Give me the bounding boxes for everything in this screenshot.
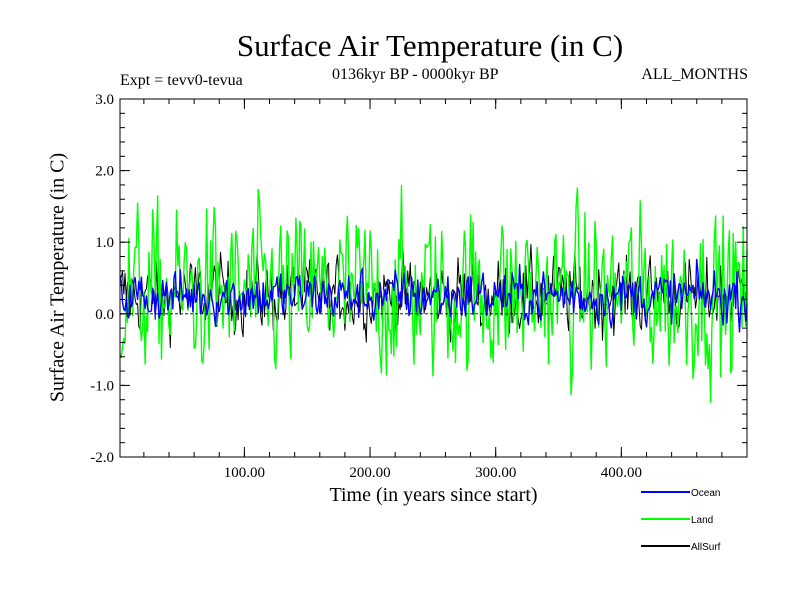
legend-label-land: Land [691, 515, 713, 526]
x-tick-label: 100.00 [224, 465, 265, 481]
y-tick-label: 0.0 [95, 307, 114, 323]
axes-layer: -2.0 -1.0 0.0 1.0 2.0 3.0 100.00 200.00 300.00 40… [90, 92, 748, 481]
x-tick-label: 300.00 [475, 465, 516, 481]
x-axis-label: Time (in years since start) [329, 484, 538, 506]
legend-label-ocean: Ocean [691, 488, 720, 499]
months-label: ALL_MONTHS [641, 66, 748, 83]
plot-frame [119, 98, 748, 458]
legend: Ocean Land AllSurf [641, 488, 721, 553]
series-layer [119, 184, 748, 403]
experiment-label: Expt = tevv0-tevua [120, 72, 243, 89]
period-label: 0136kyr BP - 0000kyr BP [332, 66, 499, 83]
x-tick-label: 400.00 [601, 465, 642, 481]
y-tick-label: 3.0 [95, 92, 114, 108]
y-tick-label: -1.0 [90, 378, 114, 394]
y-tick-label: -2.0 [90, 450, 114, 466]
y-tick-label: 1.0 [95, 235, 114, 251]
x-tick-label: 200.00 [349, 465, 390, 481]
y-tick-label: 2.0 [95, 164, 114, 180]
legend-label-allsurf: AllSurf [691, 542, 721, 553]
series-line-ocean [119, 258, 748, 333]
chart-title: Surface Air Temperature (in C) [236, 28, 624, 63]
